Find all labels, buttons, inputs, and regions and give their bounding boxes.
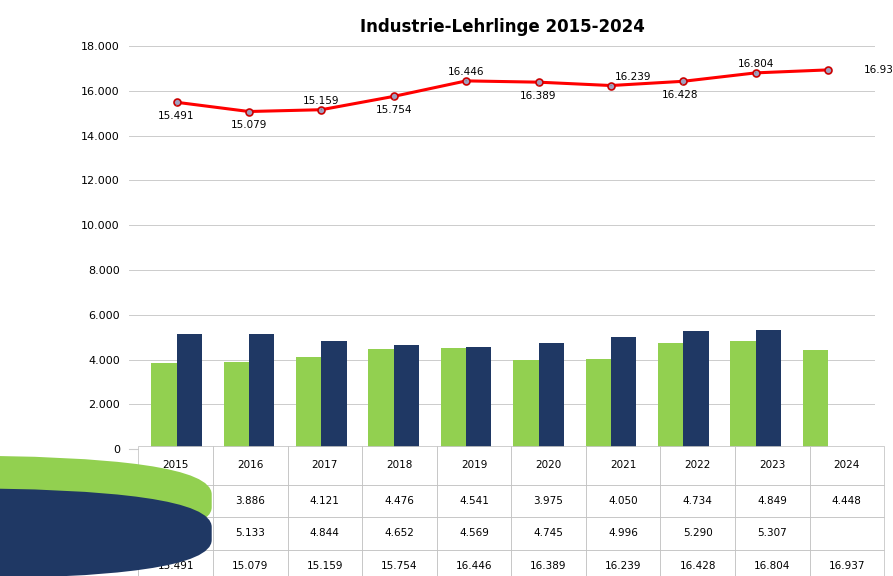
Bar [369, 349, 394, 449]
FancyBboxPatch shape [0, 456, 212, 546]
Bar [611, 338, 636, 449]
Text: 16.804: 16.804 [738, 59, 774, 73]
Bar [177, 334, 202, 449]
Bar [803, 350, 828, 449]
Bar [441, 347, 466, 449]
Bar [249, 334, 274, 449]
Text: 16.389: 16.389 [521, 85, 556, 101]
Bar [755, 331, 781, 449]
Text: 16.937: 16.937 [864, 65, 893, 75]
FancyBboxPatch shape [0, 488, 212, 576]
Bar [296, 357, 321, 449]
Bar [223, 362, 249, 449]
Text: 16.446: 16.446 [448, 67, 484, 81]
Bar [151, 363, 177, 449]
Bar [658, 343, 683, 449]
Bar [466, 347, 491, 449]
Bar [683, 331, 709, 449]
Text: 16.239: 16.239 [611, 71, 651, 85]
Bar [586, 358, 611, 449]
Bar [513, 360, 538, 449]
Bar [321, 341, 346, 449]
Text: 15.079: 15.079 [230, 114, 267, 130]
Bar [538, 343, 563, 449]
Text: 15.159: 15.159 [303, 96, 339, 109]
Text: 16.428: 16.428 [662, 84, 698, 100]
Bar [730, 340, 755, 449]
Bar [394, 345, 419, 449]
Text: 15.491: 15.491 [158, 105, 195, 121]
Title: Industrie-Lehrlinge 2015-2024: Industrie-Lehrlinge 2015-2024 [360, 18, 645, 36]
Text: 15.754: 15.754 [375, 99, 412, 115]
